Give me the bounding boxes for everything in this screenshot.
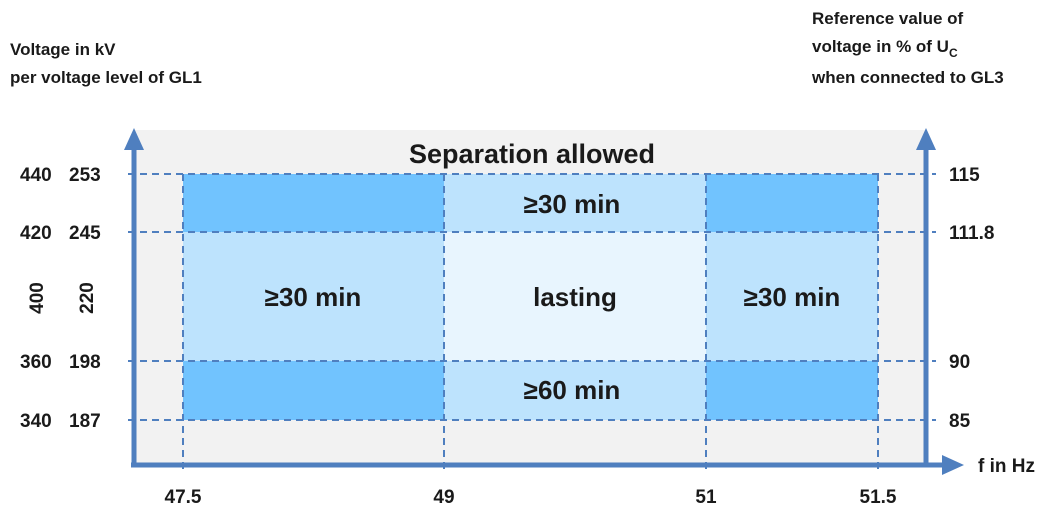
left-tick-400-360: 360: [20, 352, 52, 373]
x-axis-label: f in Hz: [978, 456, 1035, 477]
left-tick-220-220: 220: [77, 282, 98, 314]
left-tick-220-245: 245: [69, 223, 101, 244]
zone-bottom-center-label: ≥60 min: [524, 375, 621, 405]
right-tick-85: 85: [949, 411, 971, 432]
right-axis-title-line2: voltage in % of UC: [812, 37, 958, 60]
left-tick-220-187: 187: [69, 411, 101, 432]
zone-top-center: [444, 174, 706, 232]
right-axis-title-line1: Reference value of: [812, 9, 964, 28]
left-tick-220-253: 253: [69, 165, 101, 186]
right-axis-title-line3: when connected to GL3: [811, 68, 1004, 87]
separation-allowed-label: Separation allowed: [409, 139, 655, 169]
zone-bottom-left: [183, 361, 444, 420]
zone-left-center-label: ≥30 min: [265, 282, 362, 312]
right-tick-111-8: 111.8: [949, 223, 994, 244]
left-tick-400-420: 420: [20, 223, 52, 244]
left-tick-400-440: 440: [20, 165, 52, 186]
zone-bottom-center: [444, 361, 706, 420]
x-axis-arrow: [942, 455, 964, 475]
right-tick-115: 115: [949, 165, 980, 186]
zone-top-left: [183, 174, 444, 232]
zone-right-center: [706, 232, 878, 361]
x-tick-51-5: 51.5: [860, 487, 897, 508]
right-tick-90: 90: [949, 352, 970, 373]
x-tick-47-5: 47.5: [165, 487, 202, 508]
left-tick-400-340: 340: [20, 411, 52, 432]
zone-right-center-label: ≥30 min: [744, 282, 841, 312]
zone-top-right: [706, 174, 878, 232]
left-tick-220-198: 198: [69, 352, 101, 373]
zone-left-center: [183, 232, 444, 361]
left-tick-400-400: 400: [27, 282, 48, 314]
left-axis-title-line1: Voltage in kV: [10, 40, 116, 59]
zone-center: [444, 232, 706, 361]
right-axis-arrow: [916, 128, 936, 150]
zone-bottom-right: [706, 361, 878, 420]
x-tick-49: 49: [433, 487, 454, 508]
left-axis-arrow: [124, 128, 144, 150]
zone-center-label: lasting: [533, 282, 617, 312]
left-axis-title-line2: per voltage level of GL1: [10, 68, 202, 87]
zone-top-center-label: ≥30 min: [524, 189, 621, 219]
x-tick-51: 51: [695, 487, 717, 508]
